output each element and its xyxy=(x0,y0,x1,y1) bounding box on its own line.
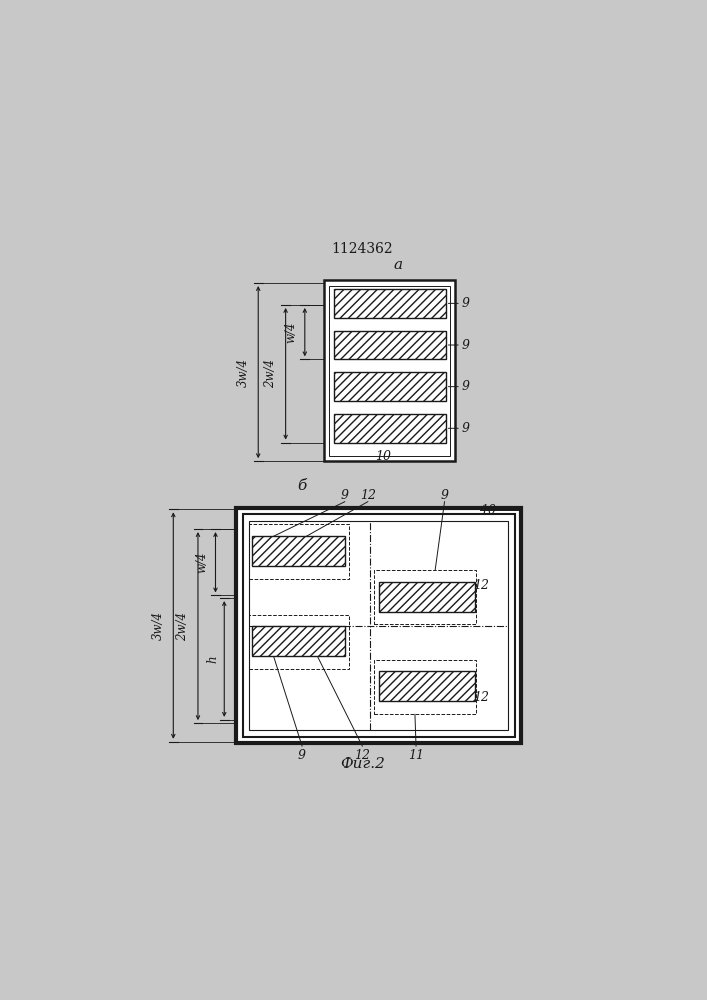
Text: а: а xyxy=(393,258,402,272)
Bar xyxy=(243,514,515,737)
Bar xyxy=(379,671,474,701)
Bar xyxy=(334,289,445,318)
Bar xyxy=(334,414,445,443)
Bar xyxy=(375,570,476,624)
Text: 10: 10 xyxy=(480,504,496,517)
Text: Фиг.2: Фиг.2 xyxy=(340,757,385,771)
Bar xyxy=(252,626,345,656)
Text: 9: 9 xyxy=(341,489,349,502)
Bar xyxy=(324,280,455,461)
Text: 3w/4: 3w/4 xyxy=(151,611,165,640)
Bar xyxy=(250,521,508,730)
Bar xyxy=(236,508,521,743)
Text: 12: 12 xyxy=(474,691,489,704)
Text: 12: 12 xyxy=(354,749,370,762)
Bar xyxy=(329,286,450,456)
Text: 12: 12 xyxy=(360,489,376,502)
Bar xyxy=(379,582,474,612)
Text: 12: 12 xyxy=(474,579,489,592)
Text: б: б xyxy=(298,479,307,493)
Bar xyxy=(250,524,349,579)
Text: 11: 11 xyxy=(408,749,424,762)
Text: 1124362: 1124362 xyxy=(332,242,393,256)
Text: w/4: w/4 xyxy=(285,321,298,343)
Text: h: h xyxy=(207,655,220,663)
Bar xyxy=(250,615,349,669)
Text: 9: 9 xyxy=(440,489,448,502)
Text: 9: 9 xyxy=(462,297,470,310)
Text: 9: 9 xyxy=(462,380,470,393)
Bar xyxy=(375,660,476,714)
Text: 9: 9 xyxy=(462,422,470,435)
Text: w/4: w/4 xyxy=(195,552,209,573)
Bar xyxy=(334,372,445,401)
Text: 2w/4: 2w/4 xyxy=(264,359,276,388)
Text: 2w/4: 2w/4 xyxy=(176,612,189,641)
Text: 9: 9 xyxy=(462,339,470,352)
Text: 10: 10 xyxy=(375,450,391,463)
Text: 9: 9 xyxy=(298,749,306,762)
Bar xyxy=(334,331,445,359)
Bar xyxy=(252,536,345,566)
Text: 3w/4: 3w/4 xyxy=(236,358,250,387)
